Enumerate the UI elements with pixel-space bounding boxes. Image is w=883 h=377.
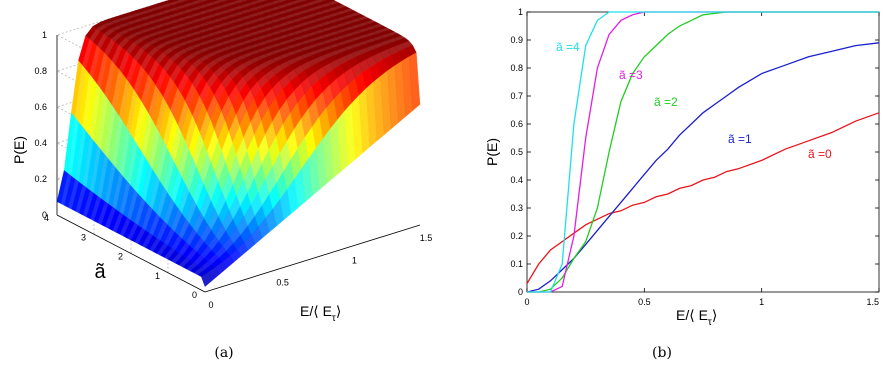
x-tick-label: 0.5 <box>638 297 651 307</box>
y-tick-label: 0.4 <box>510 175 523 185</box>
x-tick-label: 1.5 <box>866 297 879 307</box>
e-tick-label: 0.5 <box>276 278 289 288</box>
series-label: ã =4 <box>556 40 580 54</box>
y-tick-label: 0.8 <box>510 63 523 73</box>
a-tick-label: 1 <box>155 271 160 281</box>
y-tick-label: 0.2 <box>510 231 523 241</box>
caption-b: (b) <box>652 345 672 361</box>
z-tick-label: 0.6 <box>34 102 47 112</box>
a-tick-label: 2 <box>118 252 123 262</box>
series-label: ã =3 <box>619 68 643 82</box>
y-tick-label: 0.5 <box>510 147 523 157</box>
y-tick-label: 0.7 <box>510 91 523 101</box>
z-tick-label: 0.4 <box>34 138 47 148</box>
y-tick-label: 0.3 <box>510 203 523 213</box>
a-tick-label: 3 <box>81 232 86 242</box>
y-tick-label: 0.6 <box>510 119 523 129</box>
series-label: ã =0 <box>808 147 832 161</box>
y-tick-label: 1 <box>518 7 523 17</box>
y-tick-label: 0.1 <box>510 259 523 269</box>
xlabel: E/⟨ Eτ⟩ <box>676 307 717 328</box>
x-tick-label: 0 <box>524 297 529 307</box>
a-tick-label: 4 <box>44 213 49 223</box>
series-label: ã =2 <box>654 95 678 109</box>
line-plot-panel: 0 0.1 0.2 0.3 0.4 0.5 0.6 0.7 0.8 0.9 1 0 0.5 1 1.5 ã … <box>484 7 879 361</box>
e-tick-label: 1.5 <box>420 233 433 243</box>
z-tick-label: 0.8 <box>34 66 47 76</box>
series-label: ã =1 <box>728 132 752 146</box>
zlabel: P(E) <box>11 136 27 164</box>
a-tick-label: 0 <box>192 290 197 300</box>
a-axis-label: ã <box>94 261 106 283</box>
y-tick-label: 0.9 <box>510 35 523 45</box>
z-tick-label: 0.2 <box>34 174 47 184</box>
caption-a: (a) <box>214 345 233 361</box>
e-axis-label: E/⟨ Eτ⟩ <box>300 303 341 324</box>
ylabel: P(E) <box>484 138 500 166</box>
y-tick-label: 0 <box>518 287 523 297</box>
x-tick-label: 1 <box>759 297 764 307</box>
e-tick-label: 1 <box>352 255 357 265</box>
e-tick-label: 0 <box>208 300 213 310</box>
z-tick-label: 1 <box>42 30 47 40</box>
